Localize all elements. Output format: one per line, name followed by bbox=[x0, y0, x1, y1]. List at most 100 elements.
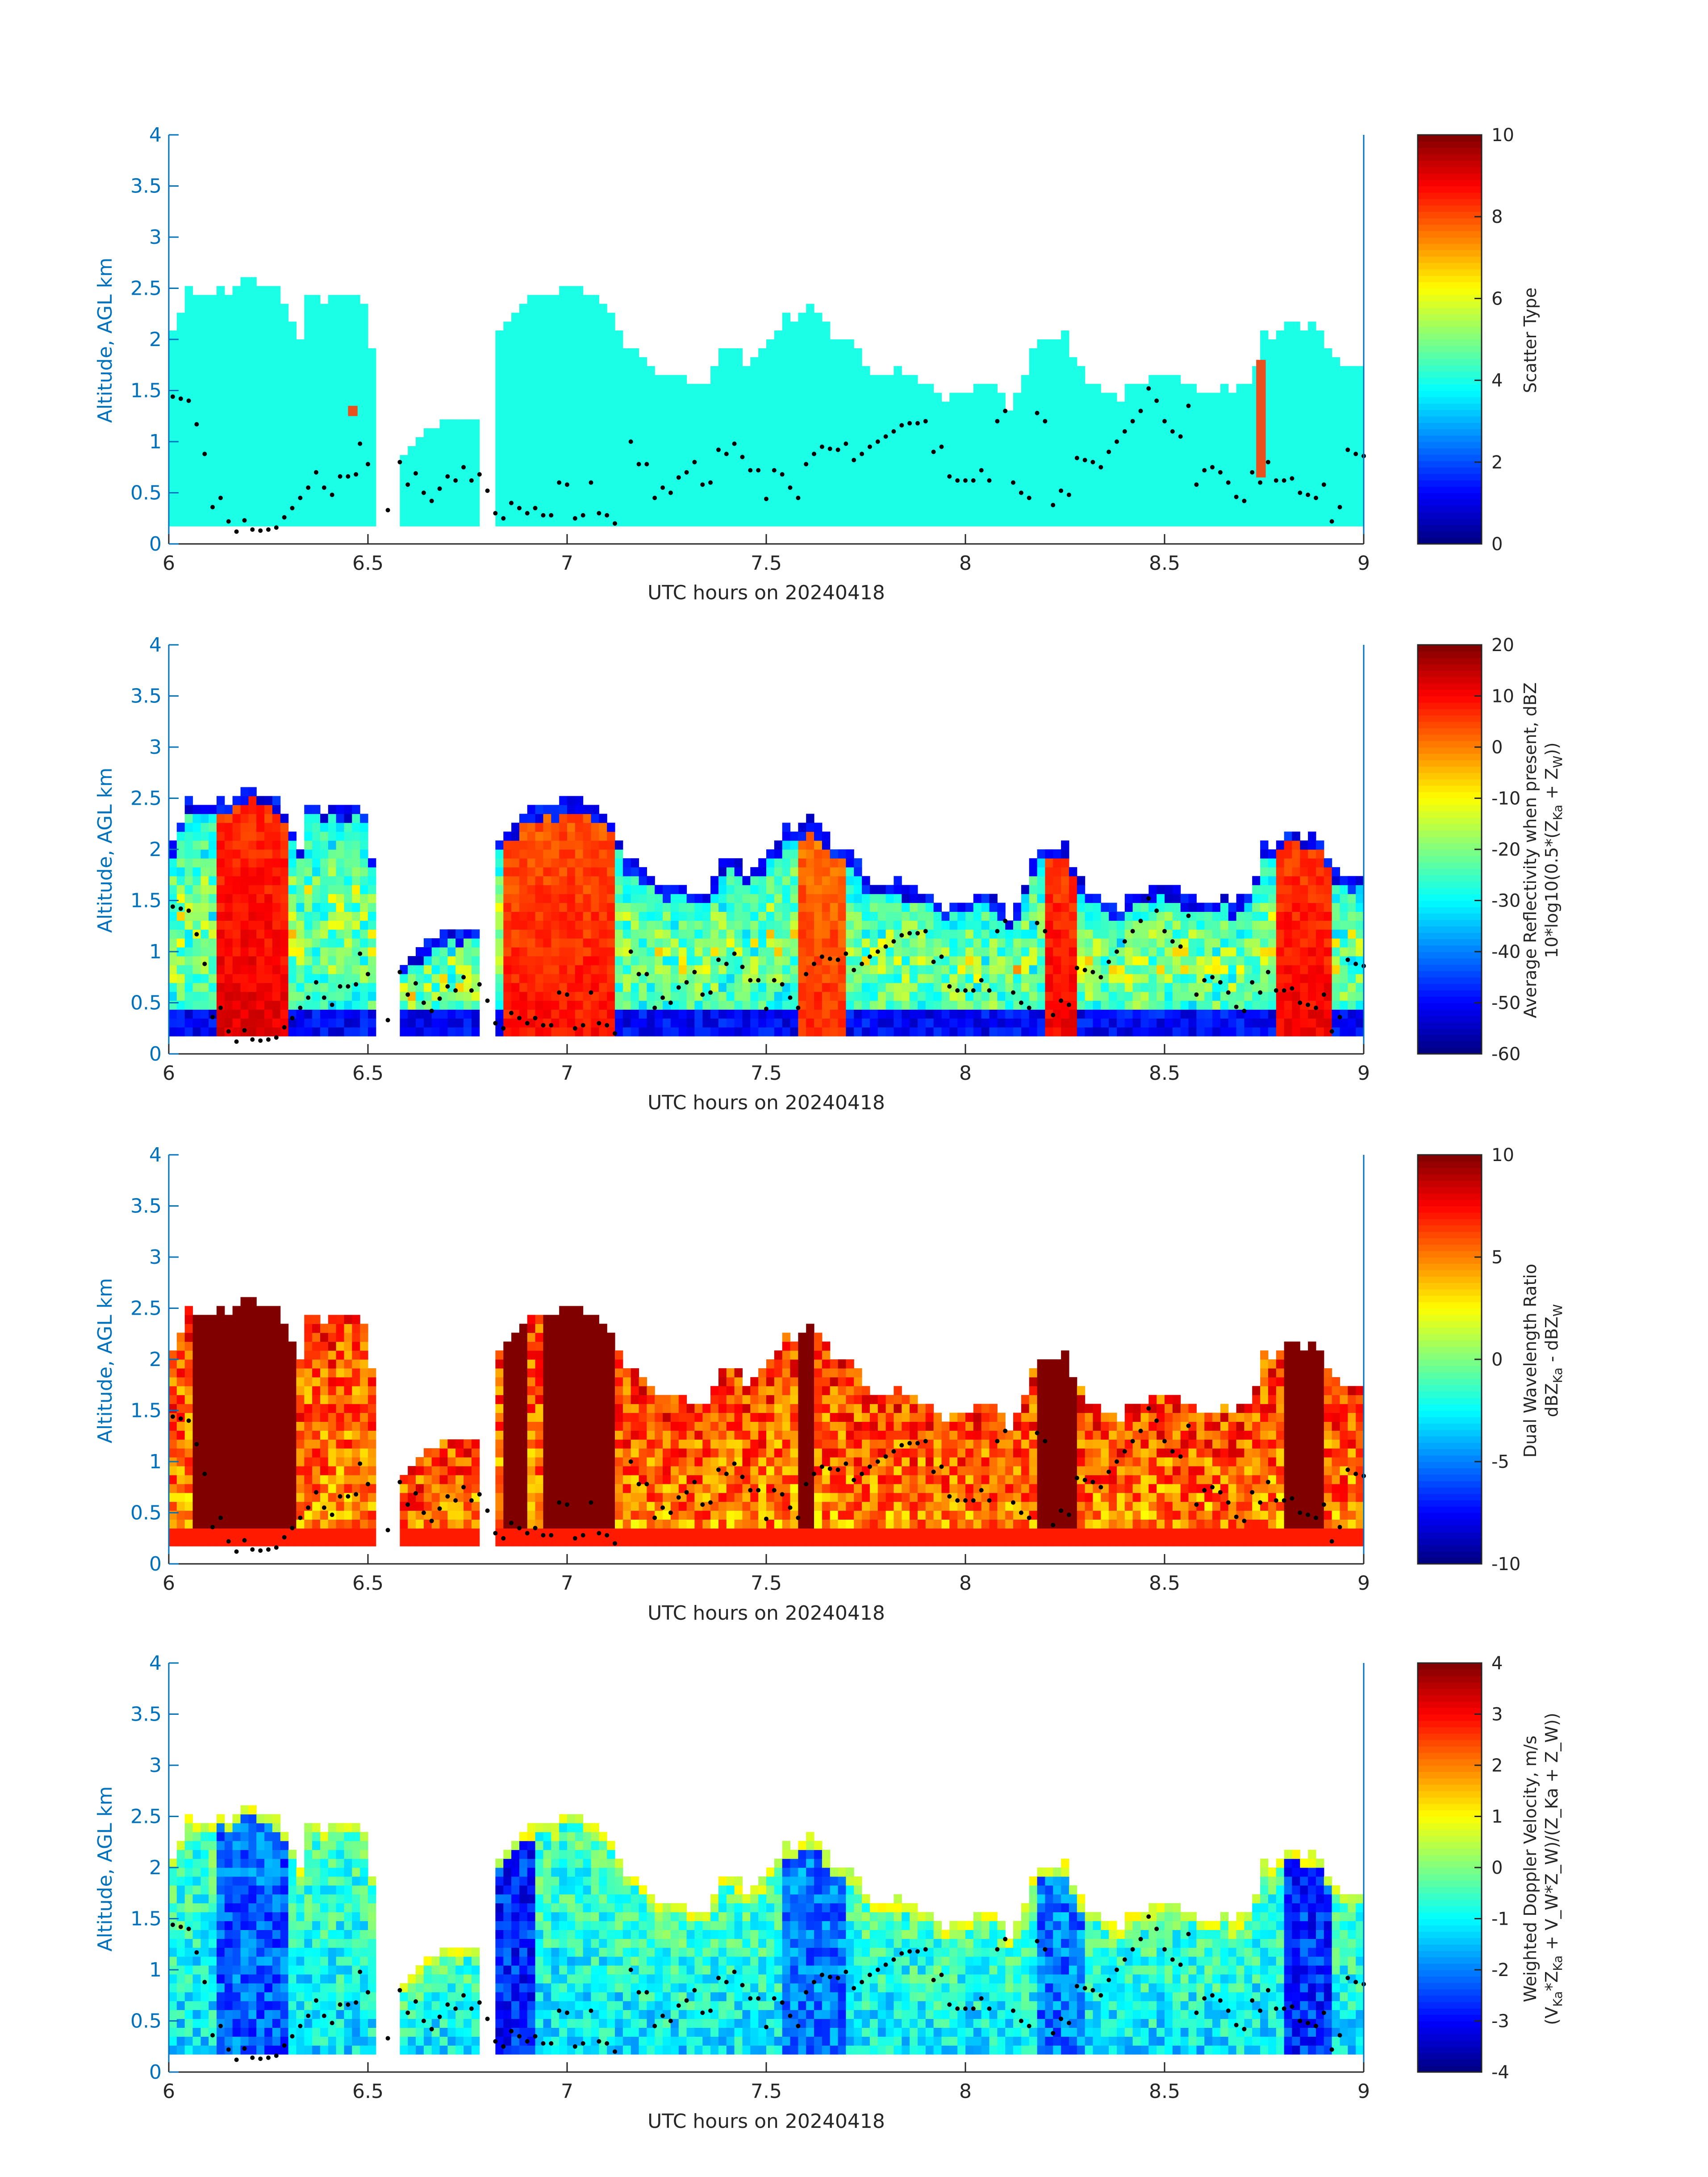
heatmap-cell bbox=[447, 956, 456, 965]
heatmap-cell bbox=[631, 384, 639, 393]
heatmap-cell bbox=[471, 929, 480, 939]
heatmap-cell bbox=[583, 295, 592, 304]
heatmap-cell bbox=[862, 401, 870, 411]
heatmap-cell bbox=[1292, 419, 1300, 429]
heatmap-cell bbox=[352, 330, 360, 340]
heatmap-cell bbox=[583, 974, 592, 983]
data-point bbox=[987, 478, 992, 483]
heatmap-cell bbox=[822, 348, 831, 358]
heatmap-cell bbox=[209, 1000, 217, 1010]
heatmap-cell bbox=[798, 419, 806, 429]
heatmap-cell bbox=[328, 410, 337, 420]
heatmap-cell bbox=[217, 929, 225, 939]
heatmap-cell bbox=[734, 357, 743, 367]
heatmap-cell bbox=[527, 517, 536, 526]
heatmap-cell bbox=[169, 419, 177, 429]
heatmap-cell bbox=[885, 903, 894, 912]
heatmap-cell bbox=[734, 508, 743, 518]
heatmap-cell bbox=[495, 499, 504, 509]
heatmap-cell bbox=[774, 517, 783, 526]
heatmap-cell bbox=[248, 428, 257, 438]
heatmap-cell bbox=[806, 348, 814, 358]
heatmap-cell bbox=[495, 956, 504, 965]
heatmap-cell bbox=[989, 428, 998, 438]
heatmap-cell bbox=[1069, 366, 1077, 376]
heatmap-cell bbox=[710, 472, 719, 482]
heatmap-cell bbox=[798, 366, 806, 376]
heatmap-cell bbox=[304, 366, 313, 376]
heatmap-cell bbox=[200, 1000, 209, 1010]
heatmap-cell bbox=[583, 481, 592, 491]
heatmap-cell bbox=[718, 366, 727, 376]
heatmap-cell bbox=[639, 911, 647, 921]
heatmap-cell bbox=[615, 437, 623, 447]
heatmap-cell bbox=[1117, 410, 1125, 420]
heatmap-cell bbox=[217, 517, 225, 526]
heatmap-cell bbox=[559, 401, 568, 411]
heatmap-cell bbox=[838, 339, 846, 349]
heatmap-cell bbox=[1005, 437, 1014, 447]
heatmap-cell bbox=[352, 929, 360, 939]
heatmap-cell bbox=[1340, 446, 1348, 455]
heatmap-cell bbox=[774, 929, 783, 939]
heatmap-cell bbox=[670, 929, 679, 939]
heatmap-cell bbox=[710, 384, 719, 393]
heatmap-cell bbox=[240, 277, 249, 287]
heatmap-cell bbox=[559, 357, 568, 367]
heatmap-cell bbox=[304, 832, 313, 841]
heatmap-cell bbox=[495, 849, 504, 859]
heatmap-cell bbox=[989, 490, 998, 500]
heatmap-cell bbox=[288, 858, 296, 868]
heatmap-cell bbox=[1132, 428, 1141, 438]
heatmap-cell bbox=[567, 295, 576, 304]
heatmap-cell bbox=[192, 876, 201, 886]
heatmap-cell bbox=[798, 894, 806, 903]
colorbar-segment bbox=[1418, 301, 1482, 308]
heatmap-cell bbox=[774, 348, 783, 358]
heatmap-cell bbox=[726, 920, 735, 930]
heatmap-cell bbox=[296, 858, 305, 868]
heatmap-cell bbox=[1284, 339, 1292, 349]
heatmap-cell bbox=[726, 929, 735, 939]
heatmap-cell bbox=[567, 885, 576, 894]
heatmap-cell bbox=[877, 517, 886, 526]
heatmap-cell bbox=[973, 393, 982, 402]
heatmap-cell bbox=[806, 357, 814, 367]
heatmap-cell bbox=[217, 876, 225, 886]
heatmap-cell bbox=[575, 876, 584, 886]
heatmap-cell bbox=[894, 384, 902, 393]
heatmap-cell bbox=[1212, 472, 1221, 482]
heatmap-cell bbox=[256, 446, 265, 455]
heatmap-cell bbox=[217, 508, 225, 518]
data-point bbox=[740, 455, 745, 460]
heatmap-cell bbox=[352, 823, 360, 832]
heatmap-cell bbox=[862, 885, 870, 894]
heatmap-cell bbox=[869, 437, 878, 447]
heatmap-cell bbox=[575, 437, 584, 447]
heatmap-cell bbox=[1340, 472, 1348, 482]
heatmap-cell bbox=[240, 956, 249, 965]
colorbar-segment bbox=[1418, 346, 1482, 353]
heatmap-cell bbox=[655, 517, 663, 526]
heatmap-cell bbox=[312, 965, 321, 974]
heatmap-cell bbox=[910, 393, 918, 402]
heatmap-cell bbox=[176, 1009, 185, 1019]
heatmap-cell bbox=[1172, 446, 1181, 455]
heatmap-cell bbox=[663, 929, 671, 939]
heatmap-cell bbox=[591, 508, 599, 518]
heatmap-cell bbox=[1204, 499, 1213, 509]
heatmap-cell bbox=[224, 965, 233, 974]
data-point bbox=[947, 474, 952, 479]
heatmap-cell bbox=[1348, 455, 1356, 464]
heatmap-cell bbox=[933, 481, 942, 491]
heatmap-cell bbox=[838, 1009, 846, 1019]
heatmap-cell bbox=[280, 499, 289, 509]
heatmap-cell bbox=[296, 1009, 305, 1019]
heatmap-cell bbox=[535, 464, 543, 473]
heatmap-cell bbox=[328, 322, 337, 331]
heatmap-cell bbox=[416, 464, 424, 473]
heatmap-cell bbox=[806, 903, 814, 912]
heatmap-cell bbox=[559, 517, 568, 526]
heatmap-cell bbox=[288, 401, 296, 411]
heatmap-cell bbox=[822, 991, 831, 1001]
